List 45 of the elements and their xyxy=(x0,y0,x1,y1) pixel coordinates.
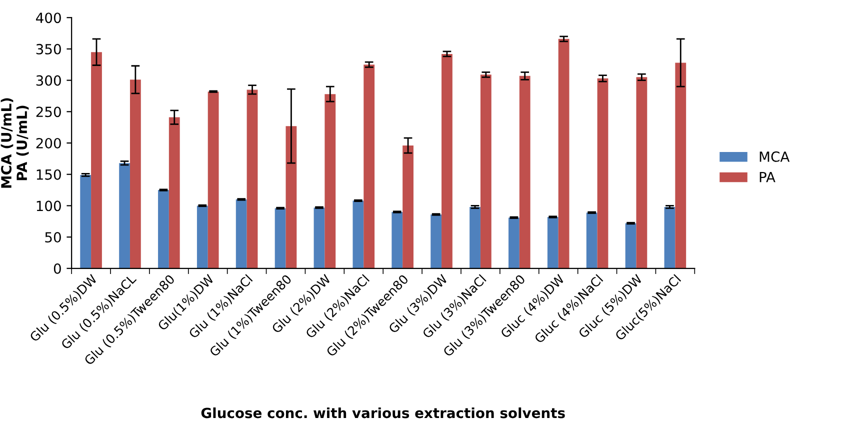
y-axis-title: MCA (U/mL) PA (U/mL) xyxy=(0,98,29,188)
y-tick-label: 400 xyxy=(36,12,61,24)
bar xyxy=(508,218,520,268)
bar xyxy=(246,90,258,268)
legend-label: MCA xyxy=(760,151,790,162)
bar xyxy=(130,80,141,268)
y-tick-label: 0 xyxy=(54,263,61,274)
bar xyxy=(625,223,636,268)
bar xyxy=(91,52,102,268)
bar xyxy=(208,92,219,268)
bar xyxy=(558,38,570,268)
bar xyxy=(286,126,297,268)
bar xyxy=(364,64,375,268)
bar xyxy=(119,163,130,268)
x-axis-title: Glucose conc. with various extraction solvents xyxy=(201,407,565,418)
y-tick-label: 150 xyxy=(36,169,61,180)
y-tick-label: 100 xyxy=(36,200,61,212)
bar xyxy=(636,77,648,268)
bar xyxy=(442,54,452,268)
bar xyxy=(158,190,169,268)
y-tick-label: 200 xyxy=(36,138,61,148)
bar xyxy=(196,206,208,268)
bar xyxy=(675,62,686,268)
bar xyxy=(597,78,608,268)
bar xyxy=(352,200,364,268)
legend-label: PA xyxy=(760,172,776,182)
bar xyxy=(324,94,336,268)
bar xyxy=(168,117,180,268)
y-tick-label: 350 xyxy=(36,44,61,54)
bar xyxy=(314,208,325,268)
y-tick-label: 50 xyxy=(45,232,61,243)
bar xyxy=(236,199,247,268)
bar xyxy=(430,214,442,268)
bar xyxy=(274,208,286,268)
bar xyxy=(480,74,492,268)
bar xyxy=(586,212,598,268)
y-tick-label: 250 xyxy=(36,106,61,118)
bar xyxy=(664,206,676,268)
bar xyxy=(470,206,480,268)
y-tick-label: 300 xyxy=(36,75,61,86)
bar xyxy=(519,76,530,268)
bar xyxy=(547,216,558,268)
bar xyxy=(402,146,414,268)
bar xyxy=(80,174,92,268)
bar xyxy=(392,212,403,268)
